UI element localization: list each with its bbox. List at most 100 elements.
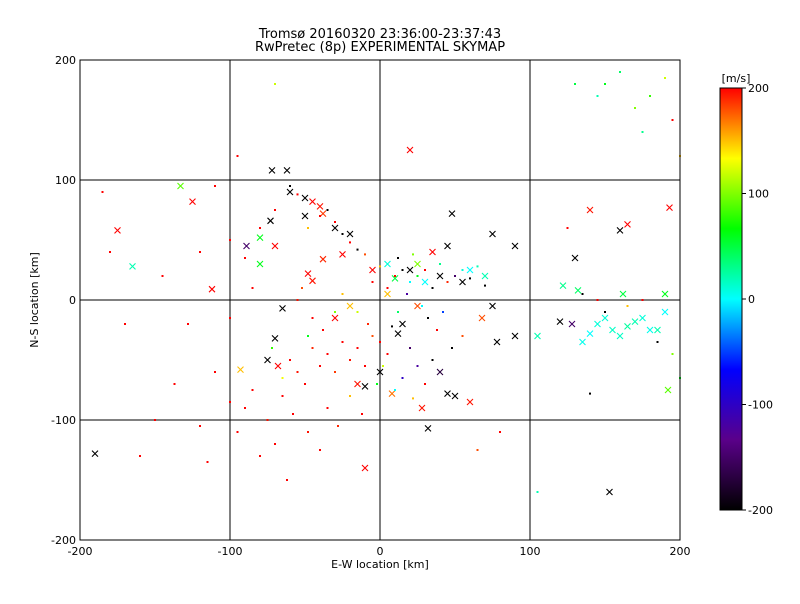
scatter-point-dot	[236, 155, 239, 157]
scatter-point-x	[661, 290, 669, 298]
scatter-point-dot	[439, 263, 441, 265]
scatter-point-dot	[484, 284, 486, 287]
scatter-point-x	[354, 380, 361, 388]
scatter-point-x	[256, 260, 264, 268]
scatter-point-x	[91, 450, 99, 457]
scatter-point-dot	[634, 107, 636, 109]
scatter-point-x	[489, 302, 496, 310]
scatter-point-dot	[304, 383, 306, 385]
scatter-point-x	[399, 320, 406, 328]
scatter-point-dot	[442, 311, 444, 313]
scatter-point-dot	[301, 287, 303, 289]
scatter-point-x	[609, 326, 616, 334]
scatter-point-dot	[406, 293, 408, 295]
scatter-point-x	[451, 392, 459, 400]
scatter-point-dot	[574, 83, 576, 85]
scatter-point-dot	[274, 209, 276, 211]
scatter-point-x	[489, 230, 496, 238]
scatter-point-dot	[364, 365, 366, 367]
scatter-point-dot	[604, 83, 606, 85]
scatter-point-dot	[671, 119, 674, 121]
scatter-point-dot	[341, 233, 344, 235]
scatter-point-dot	[656, 341, 659, 343]
colorbar-ticks: -200 -100 0 100 200	[742, 82, 773, 517]
scatter-point-x	[624, 323, 631, 330]
scatter-point-x	[388, 390, 396, 397]
scatter-point-dot	[364, 253, 366, 256]
scatter-point-dot	[431, 359, 434, 361]
scatter-point-dot	[401, 269, 404, 271]
scatter-point-dot	[101, 191, 104, 193]
scatter-point-dot	[319, 365, 321, 367]
scatter-point-dot	[361, 413, 363, 415]
scatter-point-x	[376, 368, 384, 376]
scatter-point-x	[274, 362, 282, 370]
x-tick-label: 100	[520, 545, 541, 558]
scatter-point-dot	[311, 317, 314, 319]
x-tick-label: 0	[377, 545, 384, 558]
scatter-point-dot	[326, 209, 329, 211]
scatter-point-x	[448, 210, 456, 217]
scatter-point-x	[586, 206, 594, 214]
scatter-point-x	[301, 212, 309, 220]
scatter-point-x	[267, 217, 274, 225]
scatter-point-x	[346, 302, 354, 310]
scatter-point-dot	[454, 275, 456, 277]
scatter-point-dot	[244, 407, 246, 409]
scatter-point-dot	[367, 323, 369, 325]
scatter-point-dot	[386, 353, 389, 355]
scatter-point-dot	[356, 347, 359, 349]
scatter-point-x	[619, 290, 627, 298]
scatter-point-x	[586, 330, 594, 337]
scatter-point-dot	[604, 311, 606, 313]
colorbar-tick-label: 200	[748, 82, 769, 95]
scatter-point-x	[309, 277, 316, 285]
scatter-point-dot	[251, 389, 254, 391]
scatter-point-x	[624, 221, 631, 228]
scatter-point-dot	[446, 281, 449, 283]
scatter-point-dot	[229, 317, 231, 319]
scatter-point-x	[556, 318, 564, 325]
scatter-point-x	[646, 326, 654, 334]
scatter-point-dot	[296, 193, 299, 196]
scatter-point-dot	[236, 431, 239, 433]
scatter-point-dot	[319, 215, 321, 217]
scatter-point-x	[466, 398, 474, 406]
scatter-point-x	[271, 335, 279, 342]
scatter-points	[91, 71, 681, 496]
scatter-point-x	[394, 330, 402, 337]
scatter-point-dot	[199, 425, 201, 427]
scatter-point-dot	[469, 277, 471, 280]
scatter-point-dot	[274, 83, 276, 85]
scatter-point-dot	[386, 287, 389, 289]
scatter-point-dot	[416, 365, 419, 367]
scatter-point-dot	[391, 325, 393, 328]
chart-title-line2: RwPretec (8p) EXPERIMENTAL SKYMAP	[255, 40, 505, 55]
scatter-point-x	[421, 278, 429, 286]
scatter-point-x	[594, 320, 601, 328]
scatter-point-dot	[596, 299, 599, 301]
scatter-point-dot	[476, 449, 479, 451]
colorbar-tick-label: -100	[748, 399, 773, 412]
scatter-point-x	[631, 318, 639, 325]
scatter-point-x	[177, 182, 184, 190]
scatter-point-dot	[341, 293, 344, 295]
scatter-point-x	[301, 194, 309, 202]
scatter-point-dot	[394, 389, 396, 391]
scatter-point-dot	[296, 371, 299, 373]
scatter-point-x	[114, 227, 121, 234]
scatter-point-dot	[421, 305, 423, 307]
scatter-point-dot	[649, 95, 651, 97]
scatter-point-x	[534, 332, 541, 340]
colorbar-tick-label: 100	[748, 188, 769, 201]
scatter-point-dot	[271, 347, 273, 349]
scatter-point-x	[361, 383, 369, 390]
scatter-point-x	[316, 203, 324, 210]
scatter-point-dot	[326, 407, 329, 409]
scatter-point-x	[406, 146, 414, 154]
scatter-point-x	[346, 230, 354, 238]
scatter-point-x	[429, 248, 436, 256]
scatter-point-dot	[281, 395, 284, 397]
scatter-point-dot	[566, 227, 569, 229]
